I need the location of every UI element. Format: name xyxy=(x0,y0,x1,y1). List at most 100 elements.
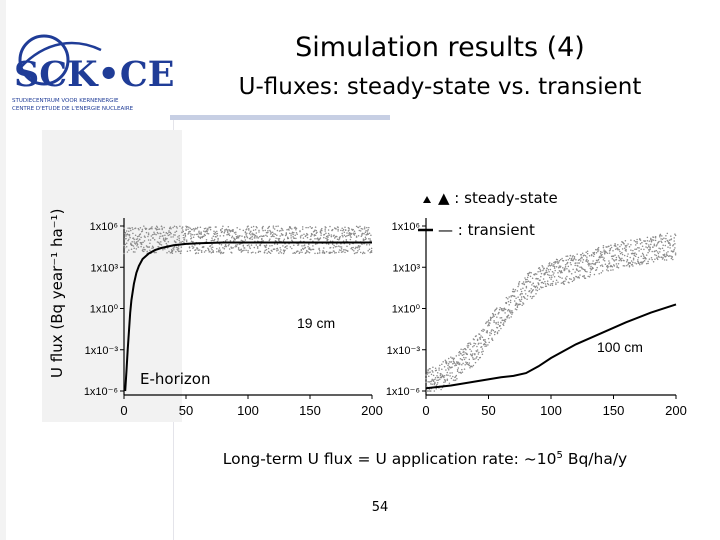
steady-state-point xyxy=(443,374,446,377)
footnote-exponent: 5 xyxy=(556,450,563,461)
steady-state-point xyxy=(215,236,217,238)
steady-state-point xyxy=(248,244,250,246)
steady-state-point xyxy=(558,265,561,267)
steady-state-point xyxy=(487,320,489,323)
steady-state-point xyxy=(246,228,248,230)
steady-state-point xyxy=(648,240,651,242)
steady-state-point xyxy=(443,381,445,383)
steady-state-point xyxy=(310,235,312,237)
steady-state-point xyxy=(612,255,615,257)
steady-state-point xyxy=(205,227,207,229)
steady-state-point xyxy=(229,239,232,242)
steady-state-point xyxy=(487,344,489,346)
steady-state-point xyxy=(183,239,186,241)
steady-state-point xyxy=(325,226,327,229)
steady-state-point xyxy=(226,234,228,236)
steady-state-point xyxy=(623,254,626,257)
steady-state-point xyxy=(511,294,514,297)
steady-state-point xyxy=(572,268,574,271)
steady-state-point xyxy=(200,251,203,254)
steady-state-point xyxy=(187,228,189,230)
steady-state-point xyxy=(647,251,649,254)
steady-state-point xyxy=(603,251,605,253)
steady-state-point xyxy=(298,252,301,254)
steady-state-point xyxy=(546,280,549,282)
steady-state-point xyxy=(511,313,513,315)
steady-state-point xyxy=(476,350,478,353)
legend: ▲ : steady-state — : transient xyxy=(438,189,558,239)
steady-state-point xyxy=(344,229,347,232)
steady-state-point xyxy=(134,234,137,236)
steady-state-point xyxy=(167,234,170,237)
steady-state-point xyxy=(188,232,190,234)
steady-state-point xyxy=(252,225,255,228)
steady-state-point xyxy=(173,225,176,227)
steady-state-point xyxy=(596,249,598,251)
steady-state-point xyxy=(445,362,448,365)
steady-state-point xyxy=(597,247,599,250)
steady-state-point xyxy=(559,258,562,261)
logo-text: SCK•CEN xyxy=(14,54,176,95)
steady-state-point xyxy=(619,250,621,253)
steady-state-point xyxy=(218,243,221,245)
steady-state-point xyxy=(526,295,529,297)
logo-swirl-icon xyxy=(18,34,70,86)
steady-state-point xyxy=(147,233,150,236)
steady-state-point xyxy=(212,250,215,252)
steady-state-point xyxy=(553,263,555,266)
steady-state-point xyxy=(536,287,539,289)
steady-state-point xyxy=(634,255,637,258)
steady-state-point xyxy=(138,238,141,241)
steady-state-point xyxy=(259,244,262,247)
steady-state-point xyxy=(537,277,539,280)
steady-state-point xyxy=(610,244,612,247)
steady-state-point xyxy=(142,241,144,244)
steady-state-point xyxy=(129,236,131,239)
steady-state-point xyxy=(188,246,191,248)
steady-state-point xyxy=(555,261,557,263)
steady-state-point xyxy=(175,230,178,233)
steady-state-point xyxy=(588,263,591,265)
steady-state-point xyxy=(303,233,305,235)
steady-state-point xyxy=(276,243,279,245)
steady-state-point xyxy=(358,248,361,250)
steady-state-point xyxy=(237,248,240,250)
steady-state-point xyxy=(275,237,277,240)
steady-state-point xyxy=(327,235,329,237)
steady-state-point xyxy=(270,232,273,234)
steady-state-point xyxy=(583,274,585,277)
steady-state-point xyxy=(601,264,603,266)
steady-state-point xyxy=(314,226,317,228)
steady-state-point xyxy=(654,237,657,239)
steady-state-point xyxy=(667,251,669,253)
steady-state-point xyxy=(461,371,464,373)
steady-state-point xyxy=(451,372,453,374)
steady-state-point xyxy=(143,246,145,249)
steady-state-point xyxy=(497,321,499,324)
steady-state-point xyxy=(572,259,574,262)
steady-state-point xyxy=(438,367,440,369)
steady-state-point xyxy=(482,328,484,331)
steady-state-point xyxy=(454,379,457,381)
steady-state-point xyxy=(489,334,491,337)
steady-state-point xyxy=(297,250,299,253)
steady-state-point xyxy=(450,356,452,358)
steady-state-point xyxy=(539,279,541,281)
steady-state-point xyxy=(517,296,519,298)
steady-state-point xyxy=(213,230,215,233)
steady-state-point xyxy=(507,308,510,311)
steady-state-point xyxy=(431,369,433,372)
steady-state-point xyxy=(524,293,527,295)
steady-state-point xyxy=(622,264,625,267)
steady-state-point xyxy=(458,363,461,366)
steady-state-point xyxy=(674,243,676,245)
steady-state-point xyxy=(125,230,128,232)
steady-state-point xyxy=(485,341,487,344)
steady-state-point xyxy=(526,281,528,283)
steady-state-point xyxy=(475,335,477,337)
steady-state-point xyxy=(621,248,624,250)
steady-state-point xyxy=(232,247,234,249)
steady-state-point xyxy=(647,260,649,263)
steady-state-point xyxy=(673,248,675,251)
steady-state-point xyxy=(147,239,150,241)
